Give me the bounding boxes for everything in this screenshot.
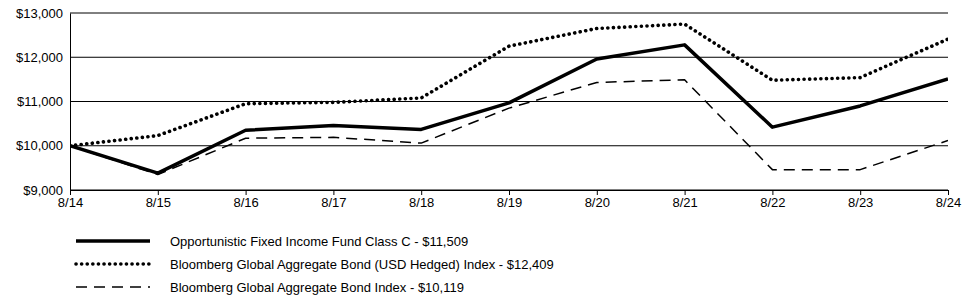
- legend-label: Bloomberg Global Aggregate Bond Index - …: [170, 280, 464, 295]
- series-line: [70, 80, 948, 175]
- x-tick-label: 8/20: [585, 195, 610, 210]
- legend-swatch: [76, 262, 150, 266]
- x-tick-label: 8/22: [760, 195, 785, 210]
- legend-swatch: [76, 239, 150, 243]
- x-tick: 8/16: [233, 190, 258, 210]
- grid-line: [70, 13, 948, 14]
- lines: [70, 24, 948, 174]
- x-tick: 8/19: [497, 190, 522, 210]
- x-tick: 8/23: [848, 190, 873, 210]
- y-tick: $10,000: [16, 138, 70, 153]
- x-tick: 8/21: [672, 190, 697, 210]
- x-tick-label: 8/14: [58, 195, 83, 210]
- grid-line: [70, 145, 948, 146]
- x-tick: 8/18: [409, 190, 434, 210]
- x-tick: 8/22: [760, 190, 785, 210]
- x-tick: 8/20: [585, 190, 610, 210]
- x-tick-label: 8/16: [233, 195, 258, 210]
- grid: [70, 13, 948, 190]
- x-tick-label: 8/18: [409, 195, 434, 210]
- chart: $9,000$10,000$11,000$12,000$13,0008/148/…: [0, 0, 975, 304]
- grid-line: [70, 57, 948, 58]
- legend-label: Opportunistic Fixed Income Fund Class C …: [170, 234, 468, 249]
- legend: Opportunistic Fixed Income Fund Class C …: [76, 234, 554, 295]
- y-tick: $12,000: [16, 50, 70, 65]
- y-tick-label: $10,000: [16, 138, 63, 153]
- legend-swatch: [76, 286, 150, 288]
- x-axis: 8/14 8/15 8/16 8/17 8/18 8/19 8/20 8/21 8/22 8/23…: [58, 190, 961, 210]
- y-tick: $11,000: [17, 94, 70, 109]
- x-tick: 8/24: [936, 190, 961, 210]
- series-line: [70, 24, 948, 146]
- y-axis-line: [70, 14, 71, 191]
- x-tick-label: 8/23: [848, 195, 873, 210]
- x-tick-label: 8/15: [146, 195, 171, 210]
- x-tick: 8/14: [58, 190, 83, 210]
- series-line: [70, 45, 948, 173]
- legend-label: Bloomberg Global Aggregate Bond (USD Hed…: [170, 257, 554, 272]
- x-tick-label: 8/19: [497, 195, 522, 210]
- y-tick-label: $13,000: [16, 6, 63, 21]
- y-tick: $13,000: [16, 6, 70, 21]
- x-tick-label: 8/21: [672, 195, 697, 210]
- x-tick-label: 8/24: [936, 195, 961, 210]
- y-tick-label: $12,000: [16, 50, 63, 65]
- x-tick: 8/17: [321, 190, 346, 210]
- y-tick-label: $11,000: [17, 94, 63, 109]
- x-tick: 8/15: [146, 190, 171, 210]
- y-axis: $9,000$10,000$11,000$12,000$13,000: [16, 6, 71, 198]
- x-tick-label: 8/17: [321, 195, 346, 210]
